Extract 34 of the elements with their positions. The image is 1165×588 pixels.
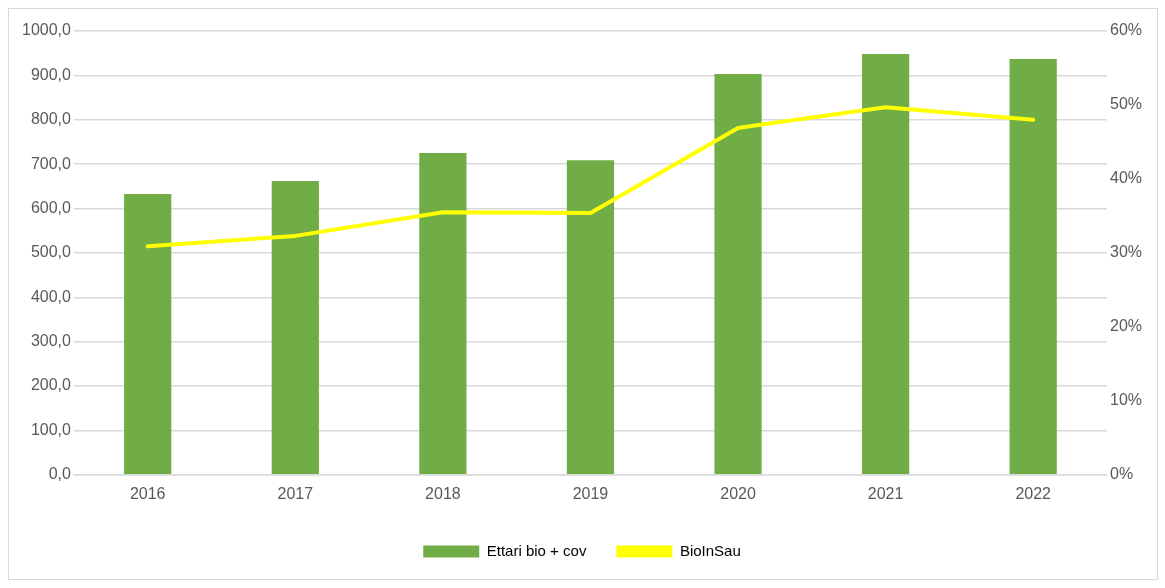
x-tick-label: 2022 [1015, 484, 1052, 502]
bar [124, 193, 172, 475]
x-tick-label: 2018 [425, 484, 461, 502]
y2-tick-label: 60% [1109, 21, 1143, 39]
y-tick-label: 300,0 [30, 332, 72, 350]
y2-tick-label: 50% [1109, 95, 1143, 113]
x-tick-label: 2016 [129, 484, 166, 502]
bar [566, 160, 615, 475]
bar [271, 181, 319, 475]
y2-tick-label: 0% [1109, 465, 1134, 483]
y-tick-label: 0,0 [48, 465, 72, 483]
y2-tick-label: 40% [1109, 169, 1143, 187]
legend-label: BioInSau [679, 541, 741, 559]
x-tick-label: 2019 [572, 484, 609, 502]
y-tick-label: 700,0 [30, 154, 72, 172]
y2-tick-label: 20% [1109, 317, 1143, 335]
bar [1009, 58, 1057, 475]
y2-tick-label: 10% [1109, 391, 1143, 409]
y-tick-label: 500,0 [30, 243, 72, 261]
bar [862, 54, 910, 475]
bar [419, 153, 467, 475]
y-tick-label: 1000,0 [22, 21, 72, 39]
bar [714, 74, 762, 475]
x-tick-label: 2017 [277, 484, 314, 502]
x-tick-label: 2020 [720, 484, 756, 502]
y-tick-label: 800,0 [30, 110, 72, 128]
y2-tick-label: 30% [1109, 243, 1143, 261]
y-tick-label: 100,0 [30, 420, 72, 438]
y-tick-label: 400,0 [30, 287, 72, 305]
y-tick-label: 900,0 [30, 65, 72, 83]
y-tick-label: 600,0 [30, 198, 72, 216]
x-tick-label: 2021 [867, 484, 904, 502]
legend-label: Ettari bio + cov [486, 541, 587, 559]
y-tick-label: 200,0 [30, 376, 72, 394]
